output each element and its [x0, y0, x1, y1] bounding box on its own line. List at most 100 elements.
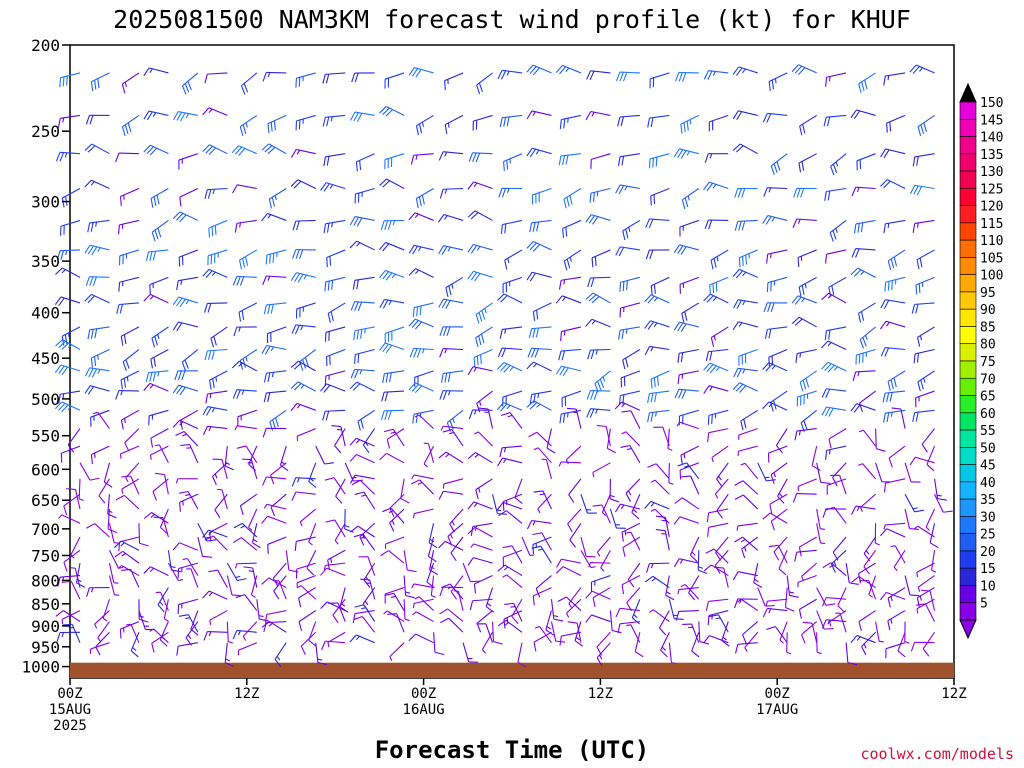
- colorbar-swatch: [959, 170, 977, 189]
- wind-barb: [428, 523, 438, 549]
- wind-barb: [438, 298, 464, 309]
- wind-barb: [893, 549, 906, 572]
- colorbar-level-label: 70: [980, 372, 996, 387]
- wind-barb: [784, 587, 795, 612]
- wind-barb: [384, 72, 405, 89]
- wind-barb: [224, 446, 235, 471]
- wind-barb: [224, 642, 235, 668]
- wind-barb: [349, 634, 375, 644]
- wind-barb: [738, 348, 758, 366]
- wind-barb: [837, 587, 847, 613]
- wind-barb: [798, 536, 817, 557]
- wind-barb: [238, 302, 258, 322]
- wind-barb: [262, 476, 287, 486]
- wind-barb: [829, 220, 847, 242]
- wind-barb: [887, 370, 906, 391]
- credit-text: coolwx.com/models: [860, 745, 1014, 763]
- pressure-tick-label: 850: [31, 595, 60, 614]
- wind-barb: [887, 610, 906, 631]
- wind-barb: [887, 249, 906, 271]
- wind-barb: [708, 114, 729, 132]
- wind-barb: [861, 631, 876, 656]
- wind-barb: [439, 390, 464, 400]
- wind-barb: [349, 454, 375, 464]
- time-tick-label: 2025: [53, 718, 87, 734]
- wind-barb: [541, 458, 552, 479]
- wind-barb: [296, 575, 316, 588]
- wind-barb: [379, 178, 405, 189]
- wind-barb: [880, 528, 906, 538]
- wind-barb: [768, 72, 788, 91]
- wind-barb: [353, 615, 376, 633]
- wind-barb: [585, 292, 611, 304]
- wind-barb: [921, 428, 935, 453]
- wind-barb: [681, 302, 700, 323]
- wind-barb: [438, 151, 464, 161]
- wind-barb: [734, 494, 759, 510]
- wind-barb: [596, 424, 611, 447]
- wind-barb: [568, 478, 582, 503]
- wind-barb: [631, 599, 641, 625]
- wind-barb: [354, 348, 375, 364]
- wind-barb: [504, 602, 523, 622]
- wind-barb: [614, 503, 641, 513]
- wind-barb: [440, 617, 464, 633]
- wind-barb: [143, 144, 169, 156]
- wind-barb: [108, 523, 119, 544]
- wind-barb: [875, 621, 884, 643]
- wind-barb: [559, 114, 582, 130]
- wind-barb: [320, 383, 346, 393]
- colorbar-level-label: 125: [980, 182, 1003, 197]
- wind-barb: [497, 69, 523, 80]
- wind-barb: [917, 114, 935, 136]
- wind-barb: [715, 536, 729, 561]
- wind-barb: [558, 153, 581, 166]
- wind-barb: [181, 349, 199, 372]
- time-tick-label: 00Z: [765, 686, 790, 702]
- wind-barb: [528, 431, 552, 447]
- wind-barb: [272, 562, 287, 587]
- wind-barb: [835, 612, 847, 633]
- wind-barb: [511, 598, 523, 624]
- wind-barb: [904, 493, 925, 513]
- wind-barb: [650, 370, 670, 389]
- wind-barb: [677, 348, 699, 363]
- wind-barb: [352, 276, 375, 290]
- wind-barb: [650, 508, 670, 524]
- wind-barb: [680, 114, 700, 134]
- pressure-tick-label: 1000: [21, 658, 60, 677]
- wind-barb: [325, 519, 346, 538]
- wind-barb: [450, 575, 464, 600]
- wind-barb: [380, 550, 405, 564]
- wind-barb: [845, 563, 859, 585]
- wind-barb: [175, 431, 199, 447]
- wind-barb: [94, 610, 110, 629]
- wind-barb: [705, 598, 729, 611]
- wind-barb: [423, 442, 435, 463]
- wind-barb: [890, 545, 906, 564]
- wind-barb: [609, 508, 626, 529]
- colorbar-swatch: [959, 239, 977, 258]
- wind-barb: [534, 626, 552, 644]
- wind-barb: [588, 562, 611, 568]
- wind-barb: [408, 212, 434, 221]
- wind-barb: [703, 385, 729, 394]
- wind-barb: [909, 64, 935, 74]
- colorbar-swatch: [959, 291, 977, 310]
- wind-barb: [143, 110, 169, 121]
- colorbar-level-label: 115: [980, 217, 1003, 232]
- wind-barb: [151, 219, 169, 242]
- wind-barb: [587, 348, 611, 360]
- wind-barb: [267, 536, 287, 554]
- wind-barb: [379, 105, 405, 117]
- wind-barb: [555, 365, 582, 377]
- wind-barb: [660, 632, 670, 658]
- colorbar-max-arrow: [959, 82, 977, 103]
- wind-barb: [349, 381, 375, 392]
- wind-barb: [880, 148, 906, 159]
- wind-barb: [143, 382, 169, 392]
- wind-barb: [887, 587, 906, 608]
- wind-barb: [673, 148, 699, 159]
- wind-barb: [826, 478, 847, 495]
- wind-barb: [210, 326, 228, 348]
